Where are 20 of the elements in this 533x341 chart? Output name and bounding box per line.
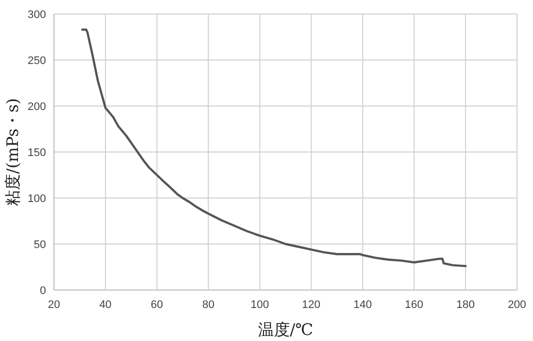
y-axis-title: 粘度/(mPs・s) [3,98,22,206]
x-tick-label: 200 [508,299,526,311]
x-tick-label: 180 [456,299,475,311]
x-tick-label: 120 [302,299,320,311]
x-tick-label: 160 [404,299,424,311]
y-tick-label: 200 [28,101,46,113]
y-tick-label: 300 [28,9,46,21]
x-tick-label: 40 [99,299,112,311]
x-tick-label: 60 [150,299,164,311]
x-tick-label: 20 [48,299,60,311]
x-tick-label: 100 [250,299,269,311]
y-tick-label: 150 [28,147,46,159]
x-tick-label: 80 [202,299,214,311]
y-tick-label: 0 [40,285,46,297]
x-axis-title: 温度/℃ [258,320,314,339]
y-tick-label: 100 [28,193,46,205]
y-tick-label: 250 [28,55,46,67]
x-tick-label: 140 [353,299,372,311]
line-series [81,28,467,268]
y-tick-label: 50 [34,239,46,251]
